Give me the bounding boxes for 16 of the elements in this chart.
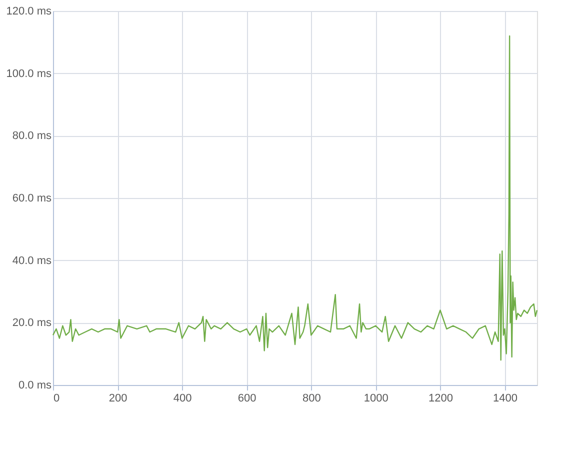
y-tick-label: 40.0 ms [12,254,52,267]
y-tick-label: 60.0 ms [12,192,52,204]
y-tick-label: 80.0 ms [12,130,52,142]
y-tick-label: 20.0 ms [12,317,52,330]
line-series [52,35,538,361]
x-tick-label: 1000 [364,392,388,404]
y-tick-label: 0.0 ms [18,380,52,392]
x-tick-label: 0 [54,392,60,404]
y-tick-label: 120.0 ms [6,6,52,18]
x-tick-label: 1200 [428,392,453,404]
x-tick-label: 800 [302,392,321,404]
x-tick-label: 1400 [492,392,518,404]
y-tick-label: 100.0 ms [6,68,52,80]
x-tick-label: 200 [108,392,128,404]
x-tick-label: 400 [173,392,192,404]
x-tick-label: 600 [238,392,256,404]
